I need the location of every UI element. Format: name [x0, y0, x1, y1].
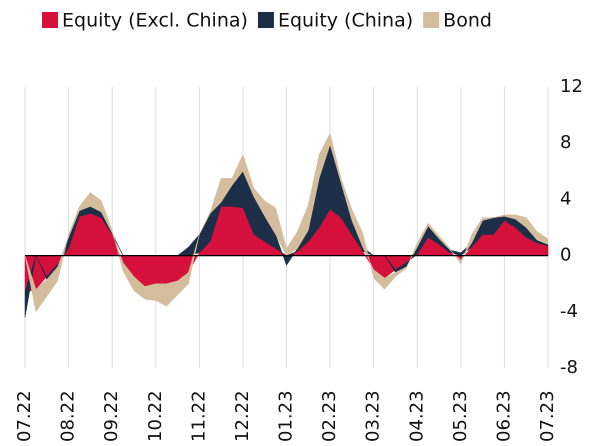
- x-tick-label: 04.23: [406, 390, 427, 442]
- y-tick-label: -4: [560, 301, 578, 322]
- legend-swatch: [42, 12, 58, 28]
- x-tick-label: 05.23: [450, 390, 471, 442]
- x-tick-label: 09.22: [101, 390, 122, 442]
- legend-swatch: [423, 12, 440, 28]
- x-tick-label: 07.22: [14, 390, 35, 442]
- x-tick-label: 12.22: [232, 390, 253, 442]
- area: [24, 132, 549, 313]
- y-tick-label: 12: [560, 76, 583, 97]
- x-tick-label: 02.23: [319, 390, 340, 442]
- y-tick-label: 8: [560, 132, 571, 153]
- y-tick-label: 0: [560, 245, 571, 266]
- x-tick-label: 10.22: [145, 390, 166, 442]
- x-tick-label: 08.22: [58, 390, 79, 442]
- y-tick-label: -8: [560, 357, 578, 378]
- x-tick-label: 03.23: [363, 390, 384, 442]
- legend-label: Equity (China): [278, 10, 413, 32]
- legend-swatch: [257, 12, 274, 28]
- legend-label: Equity (Excl. China): [62, 10, 248, 32]
- legend-label: Bond: [443, 10, 492, 32]
- x-tick-label: 11.22: [188, 390, 209, 442]
- x-tick-label: 01.23: [276, 390, 297, 442]
- x-tick-label: 07.23: [537, 390, 558, 442]
- x-tick-label: 06.23: [493, 390, 514, 442]
- y-tick-label: 4: [560, 188, 571, 209]
